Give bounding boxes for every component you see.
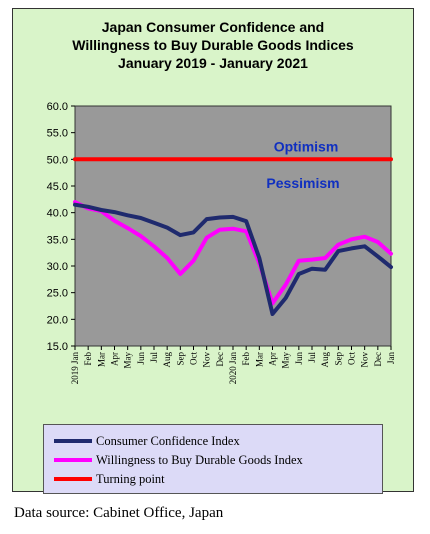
x-tick-label: Jan xyxy=(386,352,396,364)
y-tick-label: 30.0 xyxy=(47,261,68,273)
y-tick-label: 20.0 xyxy=(47,314,68,326)
chart-title-line-1: Japan Consumer Confidence and xyxy=(101,19,325,35)
x-tick-label: Apr xyxy=(110,352,120,366)
x-tick-label: Jul xyxy=(307,352,317,363)
x-tick-label: Jun xyxy=(294,352,304,365)
legend-label-willingness: Willingness to Buy Durable Goods Index xyxy=(96,452,303,467)
x-tick-label: Dec xyxy=(373,352,383,367)
x-tick-label: Dec xyxy=(215,352,225,367)
legend-label-turning-point: Turning point xyxy=(96,471,165,486)
x-tick-label: Apr xyxy=(268,352,278,366)
x-tick-label: Jul xyxy=(149,352,159,363)
legend-item-willingness: Willingness to Buy Durable Goods Index xyxy=(54,452,303,468)
chart-plot: 60.0 55.0 50.0 45.0 40.0 35.0 30.0 25.0 20.0 15.0… xyxy=(47,101,396,385)
annotation-optimism: Optimism xyxy=(274,138,339,154)
x-tick-label: Aug xyxy=(162,352,172,368)
series-line-willingness xyxy=(73,200,393,306)
y-tick-label: 35.0 xyxy=(47,234,68,246)
y-tick-label: 50.0 xyxy=(47,154,68,166)
x-tick-label: Nov xyxy=(360,352,370,368)
x-tick-label: Sep xyxy=(175,352,185,366)
chart-title-line-2: Willingness to Buy Durable Goods Indices xyxy=(72,37,354,53)
x-tick-label: Sep xyxy=(333,352,343,366)
legend-item-consumer-confidence: Consumer Confidence Index xyxy=(54,433,240,449)
x-tick-label: 2019 Jan xyxy=(70,352,80,385)
annotation-pessimism: Pessimism xyxy=(266,175,339,191)
source-note: Data source: Cabinet Office, Japan xyxy=(14,505,224,521)
y-tick-label: 40.0 xyxy=(47,208,68,220)
chart-title-line-3: January 2019 - January 2021 xyxy=(118,55,308,71)
chart-frame: Japan Consumer Confidence and Willingnes… xyxy=(12,8,414,494)
y-tick-label: 15.0 xyxy=(47,341,68,353)
x-tick-label: Feb xyxy=(241,352,251,366)
x-tick-label: Aug xyxy=(320,352,330,368)
x-tick-label: Oct xyxy=(189,352,199,365)
series-line-consumer-confidence xyxy=(73,202,393,316)
legend-swatch-turning-point xyxy=(54,477,92,481)
x-tick-label: May xyxy=(123,352,133,369)
y-tick-label: 55.0 xyxy=(47,128,68,140)
x-tick-label: Mar xyxy=(96,352,106,367)
y-tick-label: 45.0 xyxy=(47,181,68,193)
legend-item-turning-point: Turning point xyxy=(54,471,165,487)
x-tick-label: 2020 Jan xyxy=(228,352,238,385)
x-tick-label: Jun xyxy=(136,352,146,365)
x-tick-label: Nov xyxy=(202,352,212,368)
x-tick-label: Feb xyxy=(83,352,93,366)
y-tick-label: 25.0 xyxy=(47,288,68,300)
legend: Consumer Confidence Index Willingness to… xyxy=(43,424,383,494)
legend-swatch-consumer-confidence xyxy=(54,439,92,443)
legend-swatch-willingness xyxy=(54,458,92,462)
x-tick-label: May xyxy=(281,352,291,369)
x-tick-label: Oct xyxy=(347,352,357,365)
legend-label-consumer-confidence: Consumer Confidence Index xyxy=(96,433,240,448)
y-tick-label: 60.0 xyxy=(47,101,68,113)
x-tick-label: Mar xyxy=(254,352,264,367)
